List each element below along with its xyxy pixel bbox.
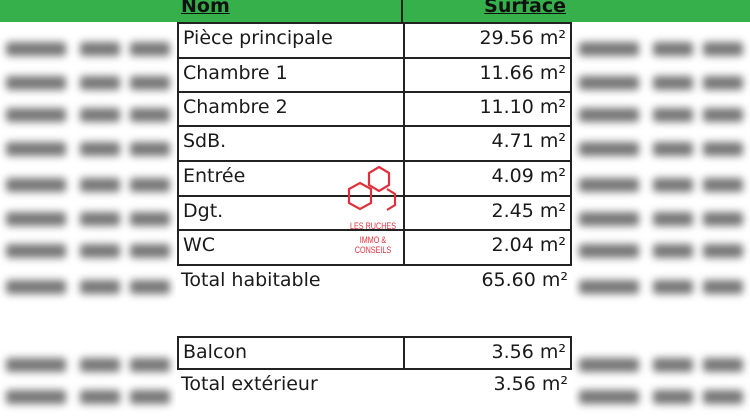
table-row: Chambre 2 11.10 m² <box>177 93 572 127</box>
blurred-row <box>0 138 176 158</box>
room-surface: 11.66 m² <box>479 62 566 84</box>
table-row: Balcon 3.56 m² <box>177 336 572 370</box>
table-row: SdB. 4.71 m² <box>177 127 572 162</box>
total-exterieur-row: Total extérieur 3.56 m² <box>177 370 572 404</box>
column-header-name: Nom <box>181 0 230 17</box>
table-header: Nom Surface <box>177 0 572 24</box>
watermark-line2: IMMO & CONSEILS <box>354 235 392 255</box>
blurred-row <box>0 174 176 194</box>
blurred-row <box>0 208 176 228</box>
room-name: Balcon <box>183 341 248 363</box>
blurred-row <box>573 386 750 406</box>
total-exterieur-label: Total extérieur <box>181 373 318 395</box>
column-divider <box>403 24 405 57</box>
blurred-row <box>573 208 750 228</box>
surface-table: Nom Surface Pièce principale 29.56 m² Cham… <box>177 0 572 410</box>
blurred-left-panel <box>0 24 176 414</box>
room-surface: 4.09 m² <box>491 165 566 187</box>
blurred-row <box>573 240 750 260</box>
table-row: Pièce principale 29.56 m² <box>177 24 572 59</box>
blurred-row <box>0 276 176 296</box>
table-row: Chambre 1 11.66 m² <box>177 59 572 93</box>
room-surface: 4.71 m² <box>491 130 566 152</box>
hexagon-logo-icon <box>347 165 397 211</box>
blurred-row <box>573 138 750 158</box>
room-surface: 3.56 m² <box>491 341 566 363</box>
room-surface: 29.56 m² <box>479 27 566 49</box>
room-name: Entrée <box>183 165 246 187</box>
blurred-row <box>0 38 176 58</box>
blurred-row <box>0 104 176 124</box>
blurred-row <box>0 386 176 406</box>
room-name: Pièce principale <box>183 27 333 49</box>
column-divider <box>403 338 405 368</box>
room-name: Dgt. <box>183 200 224 222</box>
column-header-surface: Surface <box>484 0 566 17</box>
blurred-row <box>0 354 176 374</box>
total-habitable-row: Total habitable 65.60 m² <box>177 266 572 300</box>
table-row: WC 2.04 m² <box>177 231 572 266</box>
column-divider <box>403 93 405 125</box>
watermark-logo: LES RUCHES IMMO & CONSEILS <box>333 163 413 255</box>
blurred-row <box>573 276 750 296</box>
table-row: Entrée 4.09 m² <box>177 162 572 197</box>
blurred-row <box>0 240 176 260</box>
column-divider <box>401 0 403 22</box>
room-name: SdB. <box>183 130 227 152</box>
room-surface: 2.45 m² <box>491 200 566 222</box>
room-name: Chambre 1 <box>183 62 288 84</box>
room-surface: 11.10 m² <box>479 96 566 118</box>
blurred-row <box>573 174 750 194</box>
room-surface: 2.04 m² <box>491 234 566 256</box>
room-name: WC <box>183 234 216 256</box>
total-habitable-value: 65.60 m² <box>481 269 568 291</box>
column-divider <box>403 127 405 160</box>
blurred-row <box>573 72 750 92</box>
column-divider <box>403 197 405 229</box>
watermark-line1: LES RUCHES <box>349 221 396 231</box>
blurred-row <box>0 72 176 92</box>
table-row: Dgt. 2.45 m² <box>177 197 572 231</box>
column-divider <box>403 162 405 195</box>
column-divider <box>403 59 405 91</box>
blurred-row <box>573 104 750 124</box>
total-exterieur-value: 3.56 m² <box>493 373 568 395</box>
blurred-row <box>573 354 750 374</box>
blurred-right-panel <box>573 24 750 414</box>
total-habitable-label: Total habitable <box>181 269 321 291</box>
column-divider <box>403 231 405 264</box>
blurred-row <box>573 38 750 58</box>
room-name: Chambre 2 <box>183 96 288 118</box>
